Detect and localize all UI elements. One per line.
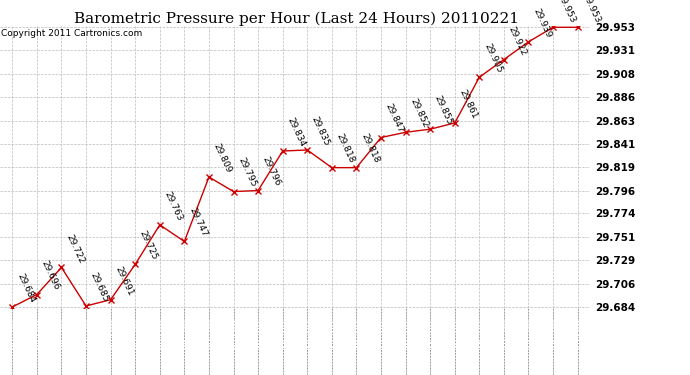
Text: 29.939: 29.939 (531, 7, 553, 39)
Text: 29.725: 29.725 (138, 230, 159, 262)
Text: 29.763: 29.763 (163, 190, 184, 222)
Text: 18:00: 18:00 (450, 318, 460, 349)
Text: 14:00: 14:00 (351, 318, 362, 349)
Text: 00:00: 00:00 (8, 318, 17, 349)
Text: 29.696: 29.696 (39, 260, 61, 292)
Text: 19:00: 19:00 (474, 318, 484, 349)
Text: 29.834: 29.834 (286, 116, 307, 148)
Text: 09:00: 09:00 (228, 318, 239, 349)
Text: 07:00: 07:00 (179, 318, 189, 349)
Text: Copyright 2011 Cartronics.com: Copyright 2011 Cartronics.com (1, 29, 142, 38)
Text: 16:00: 16:00 (401, 318, 411, 349)
Text: 20:00: 20:00 (499, 318, 509, 349)
Text: 29.809: 29.809 (212, 142, 233, 174)
Text: 29.953: 29.953 (556, 0, 578, 24)
Text: 08:00: 08:00 (204, 318, 214, 349)
Text: 06:00: 06:00 (155, 318, 165, 349)
Text: 29.796: 29.796 (261, 155, 282, 188)
Text: 21:00: 21:00 (524, 318, 533, 349)
Text: 02:00: 02:00 (57, 318, 66, 349)
Text: 29.691: 29.691 (113, 265, 135, 297)
Text: 29.852: 29.852 (408, 97, 430, 129)
Text: 29.847: 29.847 (384, 102, 405, 135)
Text: 29.855: 29.855 (433, 94, 455, 126)
Text: 29.818: 29.818 (359, 132, 381, 165)
Text: 29.835: 29.835 (310, 115, 331, 147)
Text: 29.685: 29.685 (89, 271, 110, 303)
Text: 29.747: 29.747 (187, 207, 208, 239)
Text: 29.722: 29.722 (64, 232, 86, 265)
Text: 13:00: 13:00 (327, 318, 337, 349)
Text: 29.922: 29.922 (506, 25, 528, 57)
Text: 23:00: 23:00 (573, 318, 582, 349)
Text: 17:00: 17:00 (425, 318, 435, 349)
Text: 12:00: 12:00 (302, 318, 313, 349)
Text: 03:00: 03:00 (81, 318, 91, 349)
Text: 29.818: 29.818 (335, 132, 356, 165)
Text: 29.795: 29.795 (236, 156, 258, 189)
Text: 22:00: 22:00 (548, 318, 558, 349)
Text: 29.861: 29.861 (457, 88, 479, 120)
Text: 29.905: 29.905 (482, 42, 504, 74)
Text: 29.684: 29.684 (15, 272, 37, 304)
Text: 11:00: 11:00 (277, 318, 288, 349)
Text: Barometric Pressure per Hour (Last 24 Hours) 20110221: Barometric Pressure per Hour (Last 24 Ho… (75, 11, 519, 26)
Text: 05:00: 05:00 (130, 318, 140, 349)
Text: 10:00: 10:00 (253, 318, 263, 349)
Text: 01:00: 01:00 (32, 318, 42, 349)
Text: 29.953: 29.953 (580, 0, 602, 24)
Text: 04:00: 04:00 (106, 318, 116, 349)
Text: 15:00: 15:00 (376, 318, 386, 349)
